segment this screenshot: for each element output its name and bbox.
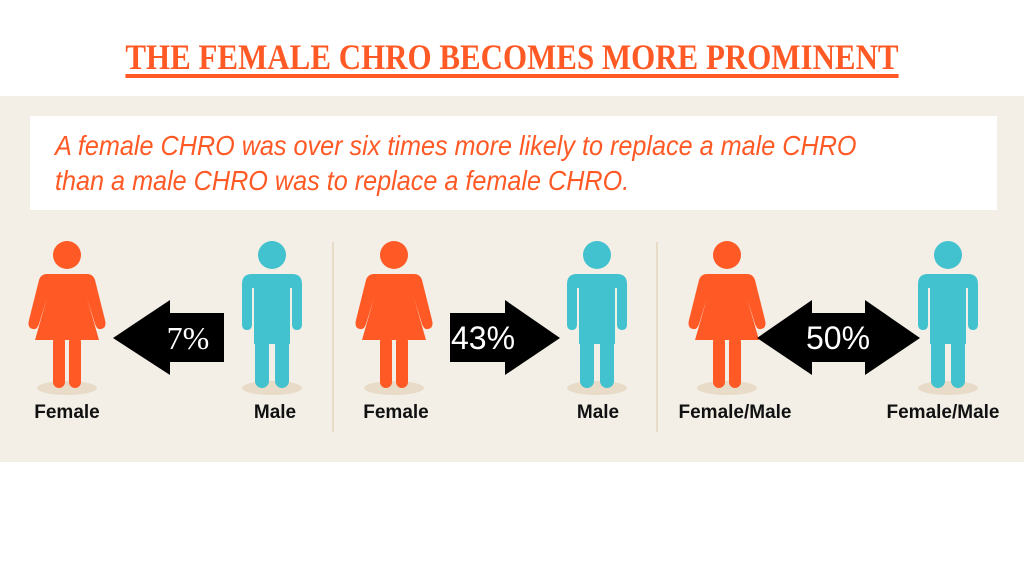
figure-label: Female [363,402,429,423]
statement-line-1: A female CHRO was over six times more li… [55,130,857,161]
figure-label: Female/Male [886,402,1000,423]
percent-label: 7% [166,320,210,356]
statement-line-2: than a male CHRO was to replace a female… [55,165,630,196]
female-figure-icon [355,241,433,395]
page-title: THE FEMALE CHRO BECOMES MORE PROMINENT [125,37,899,77]
male-figure-icon [242,241,302,395]
male-figure-icon [918,241,978,395]
male-figure-icon [567,241,627,395]
percent-label: 50% [805,320,871,356]
percent-label: 43% [450,320,516,356]
female-figure-icon [688,241,766,395]
double-arrow-icon [757,300,920,375]
female-figure-icon [28,241,106,395]
figure-label: Female/Male [678,402,792,423]
right-arrow-icon [450,300,560,375]
left-arrow-icon [113,300,224,375]
figure-label: Male [253,402,297,423]
figure-label: Female [34,402,100,423]
statement-box: A female CHRO was over six times more li… [30,116,997,210]
statement-text: A female CHRO was over six times more li… [55,128,856,198]
figure-label: Male [576,402,620,423]
